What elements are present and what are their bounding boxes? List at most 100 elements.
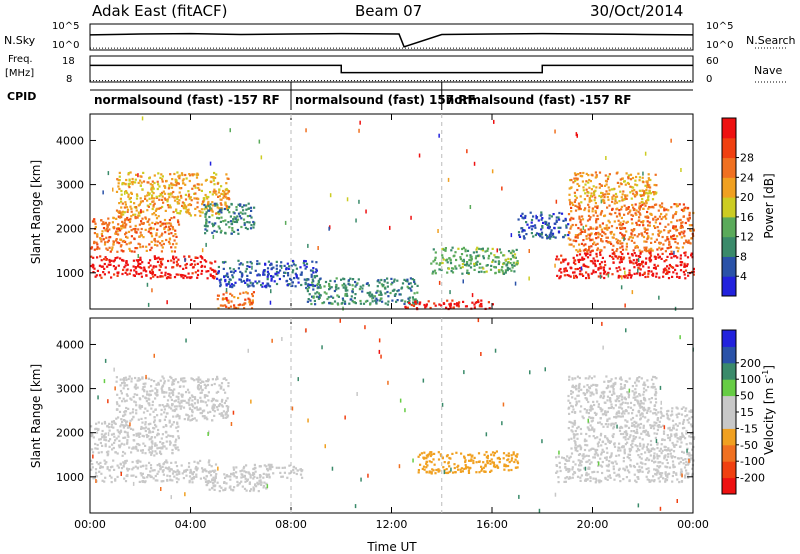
heatmap-cell — [200, 412, 203, 415]
heatmap-cell — [633, 189, 636, 192]
heatmap-cell — [689, 228, 692, 231]
heatmap-cell — [589, 227, 593, 230]
heatmap-cell — [237, 267, 240, 270]
heatmap-cell — [254, 269, 257, 272]
heatmap-cell — [211, 419, 214, 422]
heatmap-cell — [665, 449, 668, 452]
heatmap-cell — [116, 452, 119, 455]
heatmap-cell — [205, 384, 208, 387]
heatmap-cell — [126, 236, 129, 239]
heatmap-cell — [569, 201, 572, 204]
heatmap-cell — [174, 378, 177, 381]
heatmap-cell — [461, 247, 464, 251]
heatmap-cell — [275, 264, 278, 267]
heatmap-cell — [623, 198, 626, 201]
heatmap-cell — [587, 265, 590, 269]
heatmap-cell — [552, 213, 555, 216]
heatmap-cell — [667, 447, 670, 450]
heatmap-cell — [671, 474, 674, 478]
heatmap-cell — [159, 440, 162, 444]
heatmap-cell — [249, 489, 252, 493]
heatmap-cell — [645, 240, 648, 243]
heatmap-cell — [673, 433, 676, 436]
heatmap-cell — [148, 429, 151, 432]
heatmap-cell — [481, 467, 484, 471]
heatmap-cell — [100, 472, 103, 475]
heatmap-cell — [120, 214, 123, 217]
heatmap-noise — [389, 225, 391, 230]
heatmap-cell — [684, 221, 687, 225]
heatmap-cell — [656, 264, 660, 267]
heatmap-cell — [670, 434, 673, 437]
heatmap-cell — [144, 426, 148, 429]
heatmap-cell — [135, 209, 138, 212]
heatmap-cell — [178, 177, 181, 180]
heatmap-cell — [689, 458, 692, 461]
heatmap-cell — [645, 250, 648, 253]
heatmap-cell — [269, 465, 273, 468]
heatmap-cell — [107, 239, 110, 242]
heatmap-cell — [141, 465, 144, 468]
heatmap-cell — [212, 476, 215, 479]
heatmap-cell — [316, 284, 319, 287]
heatmap-cell — [108, 445, 111, 448]
heatmap-cell — [237, 232, 240, 235]
heatmap-cell — [612, 468, 615, 471]
heatmap-cell — [106, 454, 109, 457]
heatmap-cell — [269, 263, 272, 267]
heatmap-cell — [342, 299, 345, 302]
heatmap-cell — [470, 258, 473, 261]
heatmap-cell — [641, 198, 644, 201]
heatmap-cell — [150, 436, 153, 439]
heatmap-cell — [92, 436, 95, 439]
heatmap-cell — [96, 427, 99, 430]
heatmap-cell — [134, 224, 137, 227]
heatmap-cell — [648, 479, 651, 482]
heatmap-cell — [267, 284, 270, 287]
heatmap-cell — [581, 454, 584, 457]
heatmap-cell — [201, 380, 204, 383]
heatmap-cell — [244, 302, 247, 305]
heatmap-cell — [453, 303, 456, 306]
heatmap-cell — [634, 195, 637, 198]
heatmap-cell — [195, 197, 198, 200]
heatmap-cell — [569, 455, 572, 458]
heatmap-cell — [162, 462, 166, 465]
heatmap-cell — [680, 225, 684, 228]
heatmap-cell — [639, 470, 642, 473]
nave-tick-high: 60 — [706, 56, 719, 67]
heatmap-cell — [626, 420, 629, 423]
heatmap-cell — [518, 235, 522, 238]
heatmap-cell — [559, 469, 562, 473]
heatmap-cell — [158, 451, 162, 454]
heatmap-cell — [313, 299, 316, 303]
heatmap-cell — [683, 230, 686, 233]
heatmap-cell — [196, 262, 199, 265]
heatmap-cell — [93, 220, 96, 223]
heatmap-noise — [623, 237, 625, 242]
heatmap-cell — [559, 276, 562, 279]
heatmap-cell — [178, 471, 181, 474]
heatmap-cell — [664, 267, 667, 270]
heatmap-cell — [580, 273, 584, 276]
heatmap-cell — [137, 434, 140, 437]
heatmap-cell — [180, 196, 183, 199]
heatmap-cell — [139, 231, 142, 234]
heatmap-cell — [247, 207, 250, 210]
heatmap-cell — [466, 269, 469, 272]
heatmap-cell — [222, 267, 225, 270]
heatmap-cell — [557, 226, 560, 229]
heatmap-cell — [171, 390, 174, 393]
heatmap-cell — [276, 274, 279, 277]
heatmap-cell — [448, 456, 451, 460]
heatmap-cell — [687, 274, 690, 277]
power-heatmap — [90, 116, 695, 311]
heatmap-cell — [185, 276, 189, 279]
heatmap-cell — [407, 287, 410, 290]
heatmap-cell — [610, 213, 613, 216]
heatmap-cell — [475, 248, 478, 251]
heatmap-cell — [647, 432, 650, 435]
heatmap-cell — [251, 282, 255, 285]
heatmap-cell — [131, 177, 134, 181]
heatmap-cell — [675, 272, 678, 275]
